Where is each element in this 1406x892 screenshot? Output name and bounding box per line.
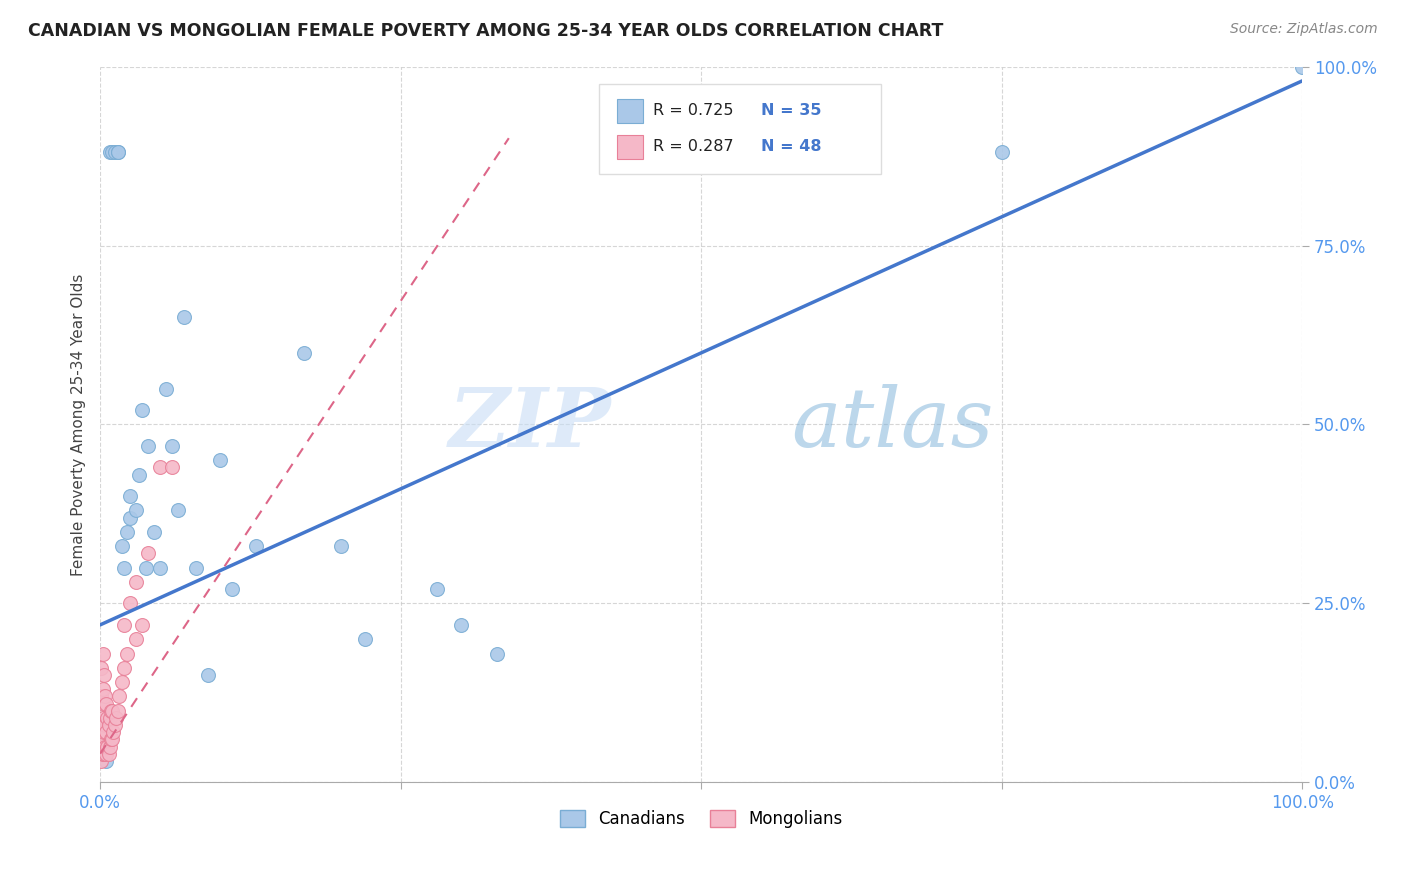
Point xyxy=(125,632,148,647)
Point xyxy=(329,539,352,553)
Point xyxy=(155,382,177,396)
Point xyxy=(221,582,243,596)
Point xyxy=(120,489,142,503)
Point xyxy=(112,560,135,574)
Point xyxy=(97,747,120,761)
Point xyxy=(98,711,121,725)
Point xyxy=(125,503,148,517)
Point xyxy=(91,711,114,725)
Point xyxy=(91,732,114,747)
Point xyxy=(89,747,111,761)
Point xyxy=(990,145,1012,160)
Point xyxy=(111,675,134,690)
Point xyxy=(131,618,153,632)
Point xyxy=(103,718,125,732)
Point xyxy=(149,560,172,574)
Point xyxy=(100,704,122,718)
Point xyxy=(149,460,172,475)
Point xyxy=(209,453,232,467)
Point xyxy=(1291,60,1313,74)
Point xyxy=(90,739,112,754)
Point xyxy=(104,711,127,725)
Point xyxy=(94,754,117,768)
Point xyxy=(173,310,195,325)
Point xyxy=(162,439,184,453)
Point xyxy=(107,704,129,718)
Point xyxy=(120,596,142,610)
Point xyxy=(128,467,150,482)
Bar xyxy=(617,135,644,159)
Point xyxy=(125,574,148,589)
Text: Source: ZipAtlas.com: Source: ZipAtlas.com xyxy=(1230,22,1378,37)
Bar xyxy=(617,99,644,123)
Point xyxy=(96,739,118,754)
Point xyxy=(135,560,157,574)
Text: ZIP: ZIP xyxy=(449,384,612,465)
Point xyxy=(101,732,124,747)
Point xyxy=(90,718,112,732)
Point xyxy=(98,145,121,160)
Point xyxy=(294,346,316,360)
FancyBboxPatch shape xyxy=(599,85,882,174)
Point xyxy=(94,725,117,739)
Point xyxy=(94,739,117,754)
Point xyxy=(120,510,142,524)
Point xyxy=(143,524,166,539)
Point xyxy=(96,711,118,725)
Point xyxy=(94,718,117,732)
Text: atlas: atlas xyxy=(792,384,994,465)
Point xyxy=(136,546,159,560)
Point xyxy=(450,618,472,632)
Point xyxy=(97,718,120,732)
Point xyxy=(186,560,208,574)
Text: R = 0.287: R = 0.287 xyxy=(652,139,734,154)
Point xyxy=(136,439,159,453)
Point xyxy=(112,618,135,632)
Point xyxy=(94,747,117,761)
Point xyxy=(103,145,125,160)
Text: R = 0.725: R = 0.725 xyxy=(652,103,734,119)
Point xyxy=(93,725,115,739)
Point xyxy=(100,732,122,747)
Point xyxy=(107,145,129,160)
Point xyxy=(90,661,112,675)
Point xyxy=(89,725,111,739)
Text: N = 48: N = 48 xyxy=(761,139,821,154)
Point xyxy=(426,582,449,596)
Point xyxy=(93,697,115,711)
Point xyxy=(108,690,131,704)
Point xyxy=(245,539,267,553)
Text: CANADIAN VS MONGOLIAN FEMALE POVERTY AMONG 25-34 YEAR OLDS CORRELATION CHART: CANADIAN VS MONGOLIAN FEMALE POVERTY AMO… xyxy=(28,22,943,40)
Point xyxy=(94,697,117,711)
Point xyxy=(353,632,375,647)
Point xyxy=(91,682,114,697)
Point xyxy=(103,725,125,739)
Point xyxy=(93,668,115,682)
Point xyxy=(101,145,124,160)
Point xyxy=(485,647,508,661)
Point xyxy=(91,647,114,661)
Point xyxy=(94,690,117,704)
Point xyxy=(197,668,219,682)
Point xyxy=(162,460,184,475)
Point xyxy=(98,739,121,754)
Point xyxy=(101,704,124,718)
Text: N = 35: N = 35 xyxy=(761,103,821,119)
Point xyxy=(115,647,138,661)
Point xyxy=(112,661,135,675)
Point xyxy=(115,524,138,539)
Point xyxy=(93,747,115,761)
Point xyxy=(91,747,114,761)
Point xyxy=(90,690,112,704)
Point xyxy=(90,754,112,768)
Point xyxy=(111,539,134,553)
Point xyxy=(131,403,153,417)
Y-axis label: Female Poverty Among 25-34 Year Olds: Female Poverty Among 25-34 Year Olds xyxy=(72,273,86,575)
Point xyxy=(107,145,129,160)
Point xyxy=(167,503,190,517)
Legend: Canadians, Mongolians: Canadians, Mongolians xyxy=(553,804,849,835)
